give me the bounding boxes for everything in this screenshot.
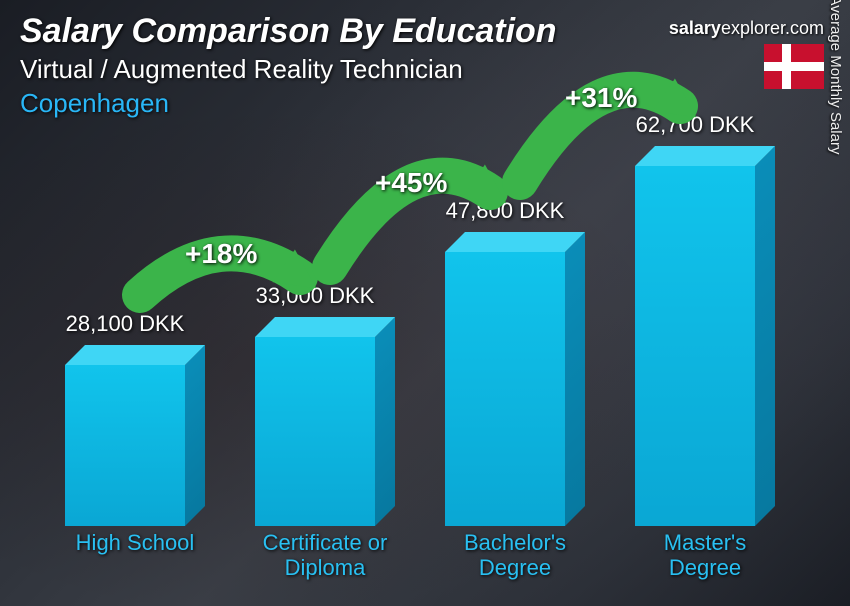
increase-label: +45% — [375, 167, 447, 199]
page-title: Salary Comparison By Education — [20, 12, 557, 51]
page-city: Copenhagen — [20, 88, 169, 119]
infographic-canvas: Salary Comparison By Education Virtual /… — [0, 0, 850, 606]
page-subtitle: Virtual / Augmented Reality Technician — [20, 54, 463, 85]
brand-logo-text: salaryexplorer.com — [669, 18, 824, 39]
flag-icon — [764, 44, 824, 89]
increase-label: +18% — [185, 238, 257, 270]
bar-chart: 28,100 DKK33,000 DKK47,800 DKK62,700 DKK… — [40, 120, 800, 588]
y-axis-label: Average Monthly Salary — [827, 0, 844, 200]
increase-label: +31% — [565, 82, 637, 114]
brand-bold: salary — [669, 18, 721, 38]
brand-rest: explorer.com — [721, 18, 824, 38]
